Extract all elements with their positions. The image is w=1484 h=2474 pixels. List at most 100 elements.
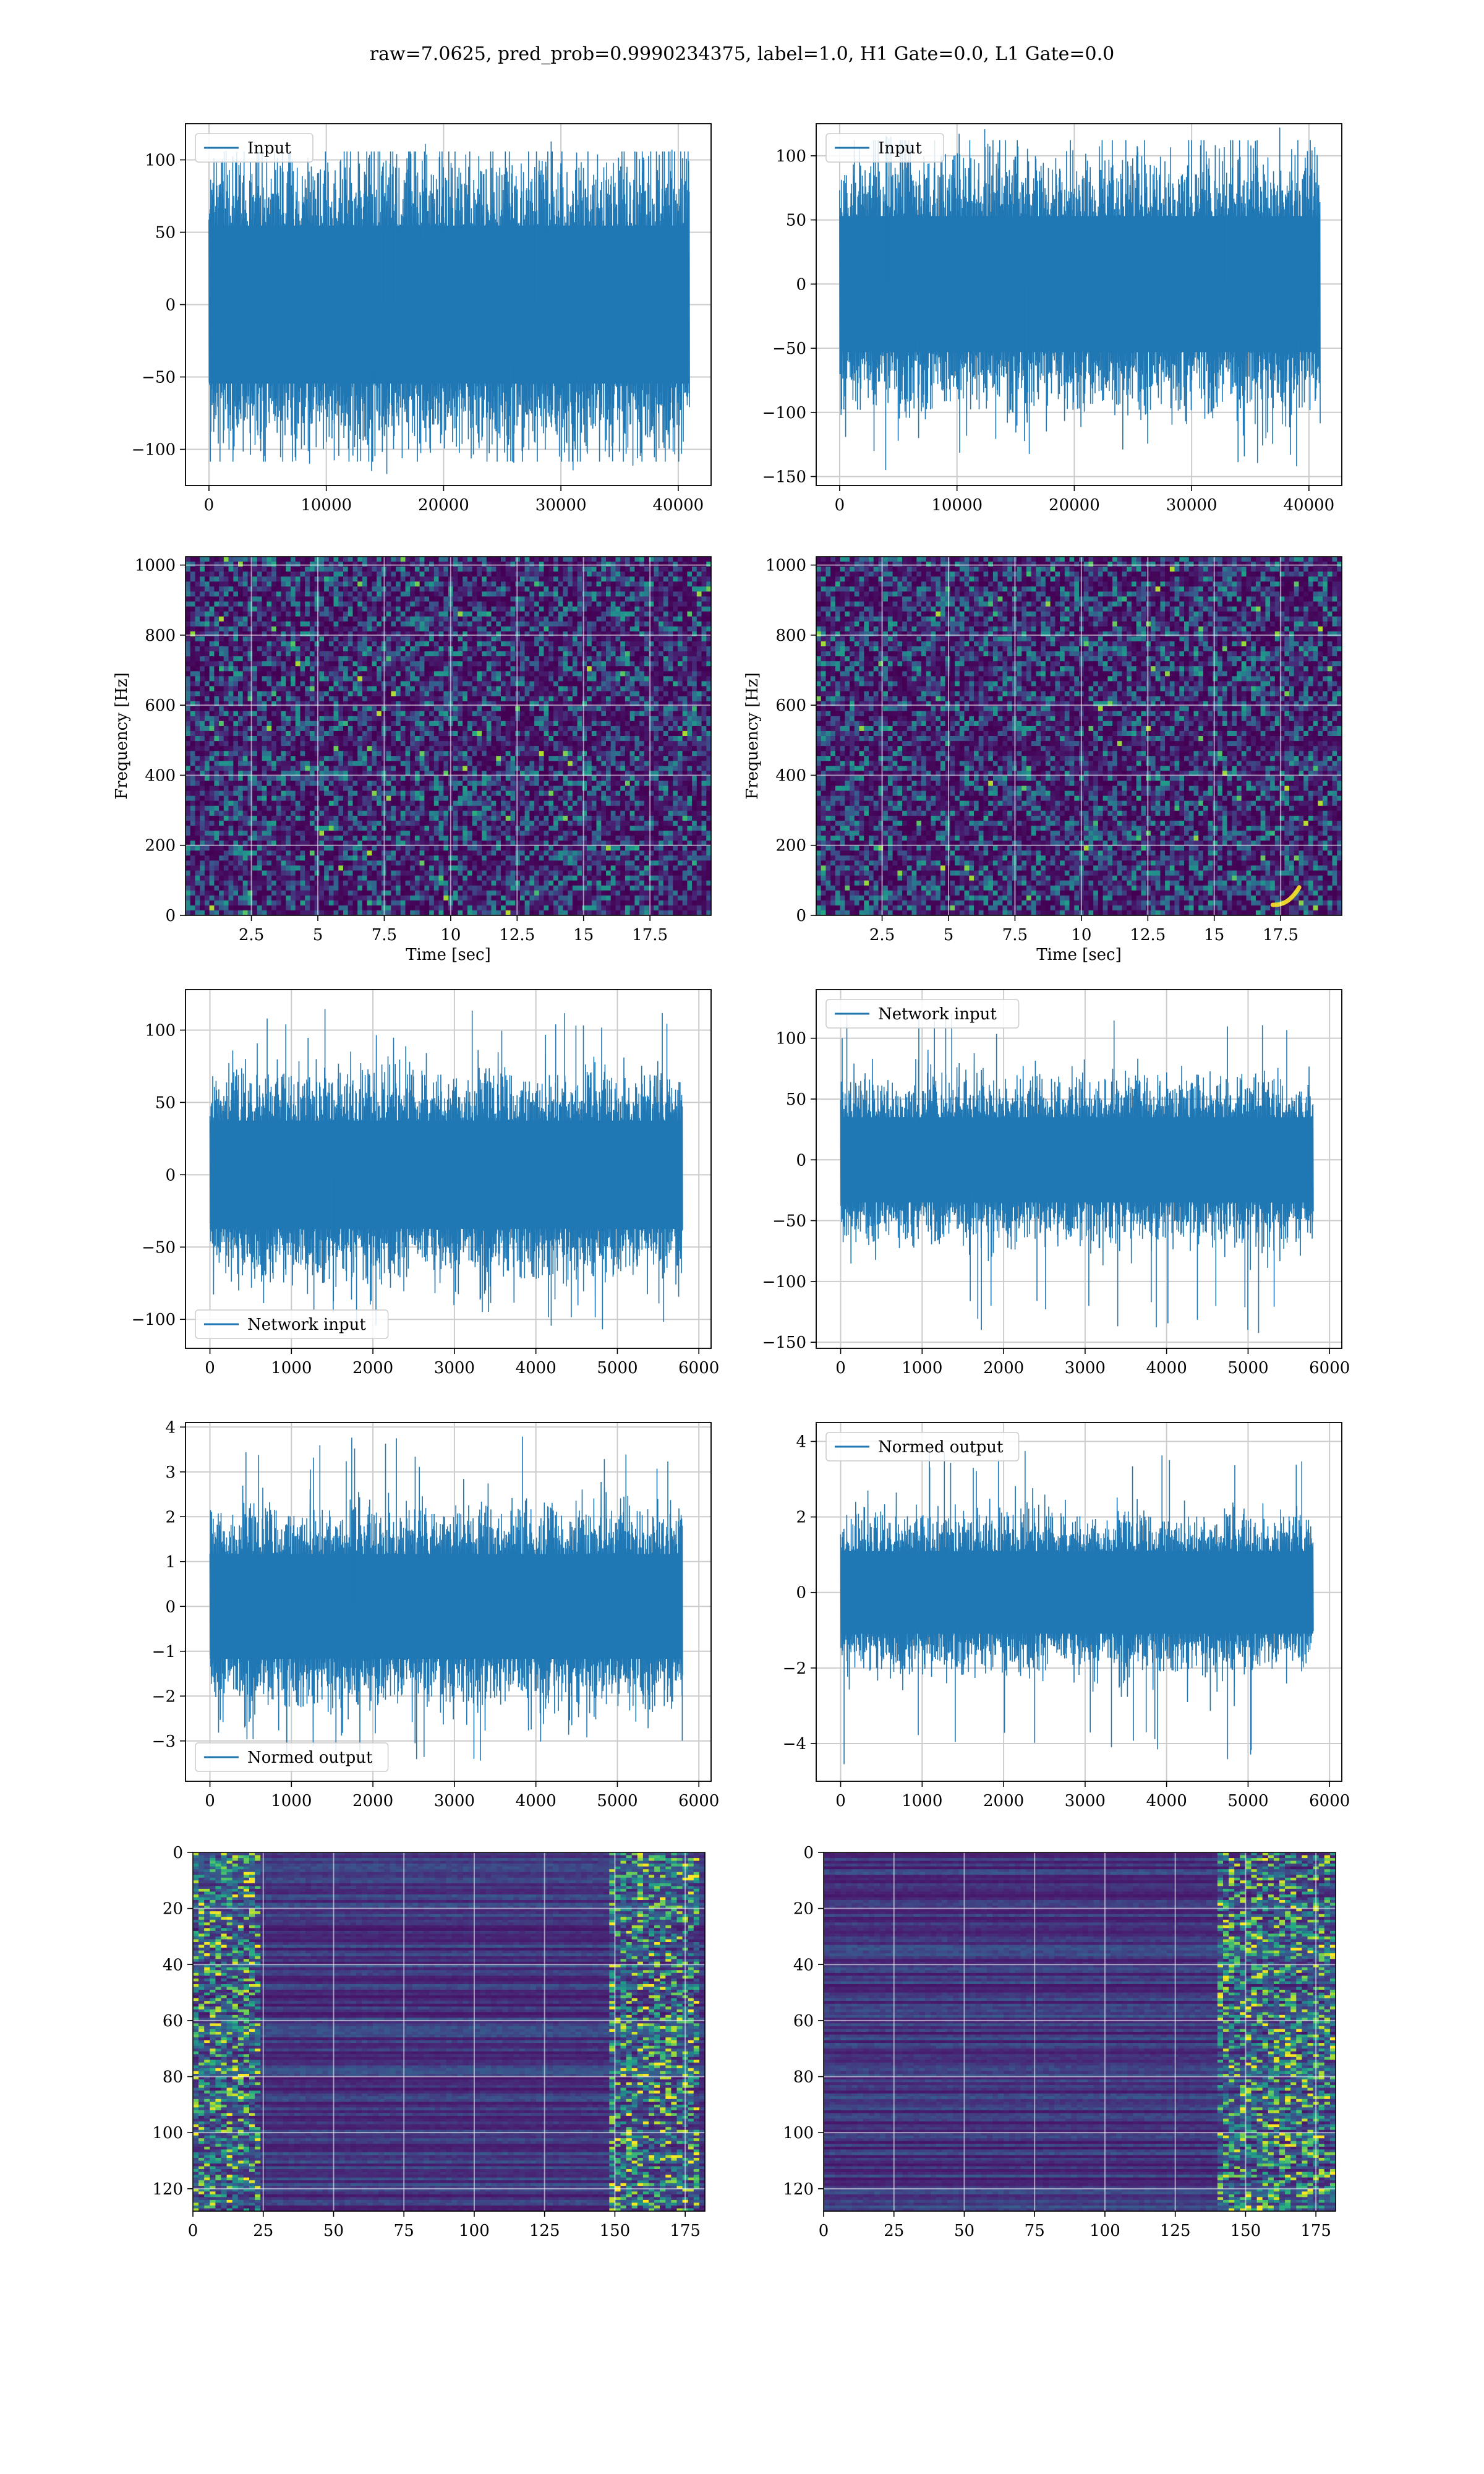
h1-spectrogram-cell [391,636,396,642]
h1-spectrogram-cell [286,576,291,582]
h1-spectrogram-cell [401,706,406,712]
h1-spectrogram-cell [343,666,348,672]
h1-spectrogram-cell [525,666,530,672]
h1-spectrogram-cell [458,557,463,562]
h1-spectrogram-cell [238,586,243,592]
h1-spectrogram-cell [214,627,219,632]
h1-spectrogram-cell [553,636,558,642]
h1-spectrogram-cell [319,557,324,562]
h1-spectrogram-cell [338,671,343,677]
h1-spectrogram-cell [424,617,429,622]
h1-spectrogram-cell [525,571,530,577]
h1-spectrogram-cell [534,612,539,617]
h1-spectrogram-cell [271,612,276,617]
h1-spectrogram-cell [578,641,582,647]
h1-spectrogram-cell [296,571,301,577]
h1-spectrogram-cell [343,586,348,592]
h1-spectrogram-cell [482,617,487,622]
h1-spectrogram-cell [367,576,372,582]
h1-spectrogram-cell [271,696,276,702]
h1-spectrogram-cell [558,571,563,577]
h1-spectrogram-cell [673,617,678,622]
h1-spectrogram-cell [472,696,477,702]
h1-spectrogram-cell [697,586,702,592]
h1-spectrogram-cell [439,656,444,662]
h1-spectrogram-cell [367,627,372,632]
h1-spectrogram-cell [224,622,229,627]
h1-spectrogram-cell [276,656,281,662]
h1-spectrogram-cell [424,661,429,667]
h1-spectrogram-cell [243,671,248,677]
h1-spectrogram-cell [367,586,372,592]
h1-spectrogram-cell [439,591,444,597]
h1-spectrogram-cell [587,602,592,607]
h1-spectrogram-cell [281,671,286,677]
h1-spectrogram-cell [482,596,487,602]
h1-spectrogram-cell [305,612,310,617]
h1-spectrogram-cell [324,696,329,702]
h1-spectrogram-cell [434,567,439,572]
h1-spectrogram-cell [186,681,190,687]
h1-spectrogram-cell [439,681,444,687]
h1-spectrogram-cell [654,676,659,682]
h1-spectrogram-cell [396,676,401,682]
h1-spectrogram-cell [663,666,668,672]
h1-spectrogram-cell [357,636,362,642]
h1-spectrogram-cell [310,711,315,717]
h1-spectrogram-cell [515,661,520,667]
h1-spectrogram-cell [659,631,663,637]
h1-spectrogram-cell [401,661,406,667]
h1-spectrogram-cell [563,576,568,582]
h1-spectrogram-cell [515,612,520,617]
h1-spectrogram-cell [697,656,702,662]
h1-spectrogram-cell [420,617,425,622]
h1-spectrogram-cell [525,596,530,602]
h1-spectrogram-cell [673,602,678,607]
h1-spectrogram-cell [310,596,315,602]
h1-spectrogram-cell [434,631,439,637]
h1-spectrogram-cell [611,586,616,592]
h1-spectrogram-cell [267,612,271,617]
h1-spectrogram-cell [386,602,391,607]
h1-spectrogram-cell [501,567,506,572]
h1-input-xtick-label: 0 [204,496,215,515]
h1-spectrogram-cell [324,591,329,597]
h1-spectrogram-cell [606,596,611,602]
h1-spectrogram-cell [544,581,549,587]
h1-spectrogram-cell [186,646,190,652]
h1-spectrogram-cell [453,651,458,657]
h1-spectrogram-cell [568,656,573,662]
h1-spectrogram-cell [319,696,324,702]
h1-spectrogram-cell [267,622,271,627]
h1-spectrogram-cell [625,681,630,687]
h1-spectrogram-cell [634,691,639,697]
h1-spectrogram-cell [492,602,497,607]
h1-spectrogram-cell [678,631,683,637]
h1-spectrogram-cell [296,711,301,717]
h1-spectrogram-cell [506,651,511,657]
h1-spectrogram-cell [520,706,525,712]
h1-spectrogram-cell [692,622,697,627]
h1-spectrogram-cell [348,576,353,582]
h1-spectrogram-cell [424,671,429,677]
h1-spectrogram-cell [406,571,411,577]
h1-spectrogram-cell [252,567,257,572]
h1-spectrogram-cell [372,602,377,607]
h1-spectrogram-cell [372,571,377,577]
h1-spectrogram-cell [296,576,301,582]
h1-spectrogram-cell [520,627,525,632]
h1-spectrogram-cell [210,586,215,592]
h1-spectrogram-cell [219,596,224,602]
h1-spectrogram-cell [210,726,215,732]
h1-spectrogram-cell [357,602,362,607]
h1-spectrogram-cell [515,651,520,657]
h1-spectrogram-cell [492,651,497,657]
h1-spectrogram-cell [673,716,678,722]
h1-spectrogram-cell [329,576,334,582]
h1-spectrogram-cell [639,641,644,647]
h1-spectrogram-cell [458,641,463,647]
h1-spectrogram-cell [487,656,492,662]
h1-spectrogram-cell [678,646,683,652]
h1-spectrogram-cell [654,591,659,597]
h1-spectrogram-cell [453,661,458,667]
